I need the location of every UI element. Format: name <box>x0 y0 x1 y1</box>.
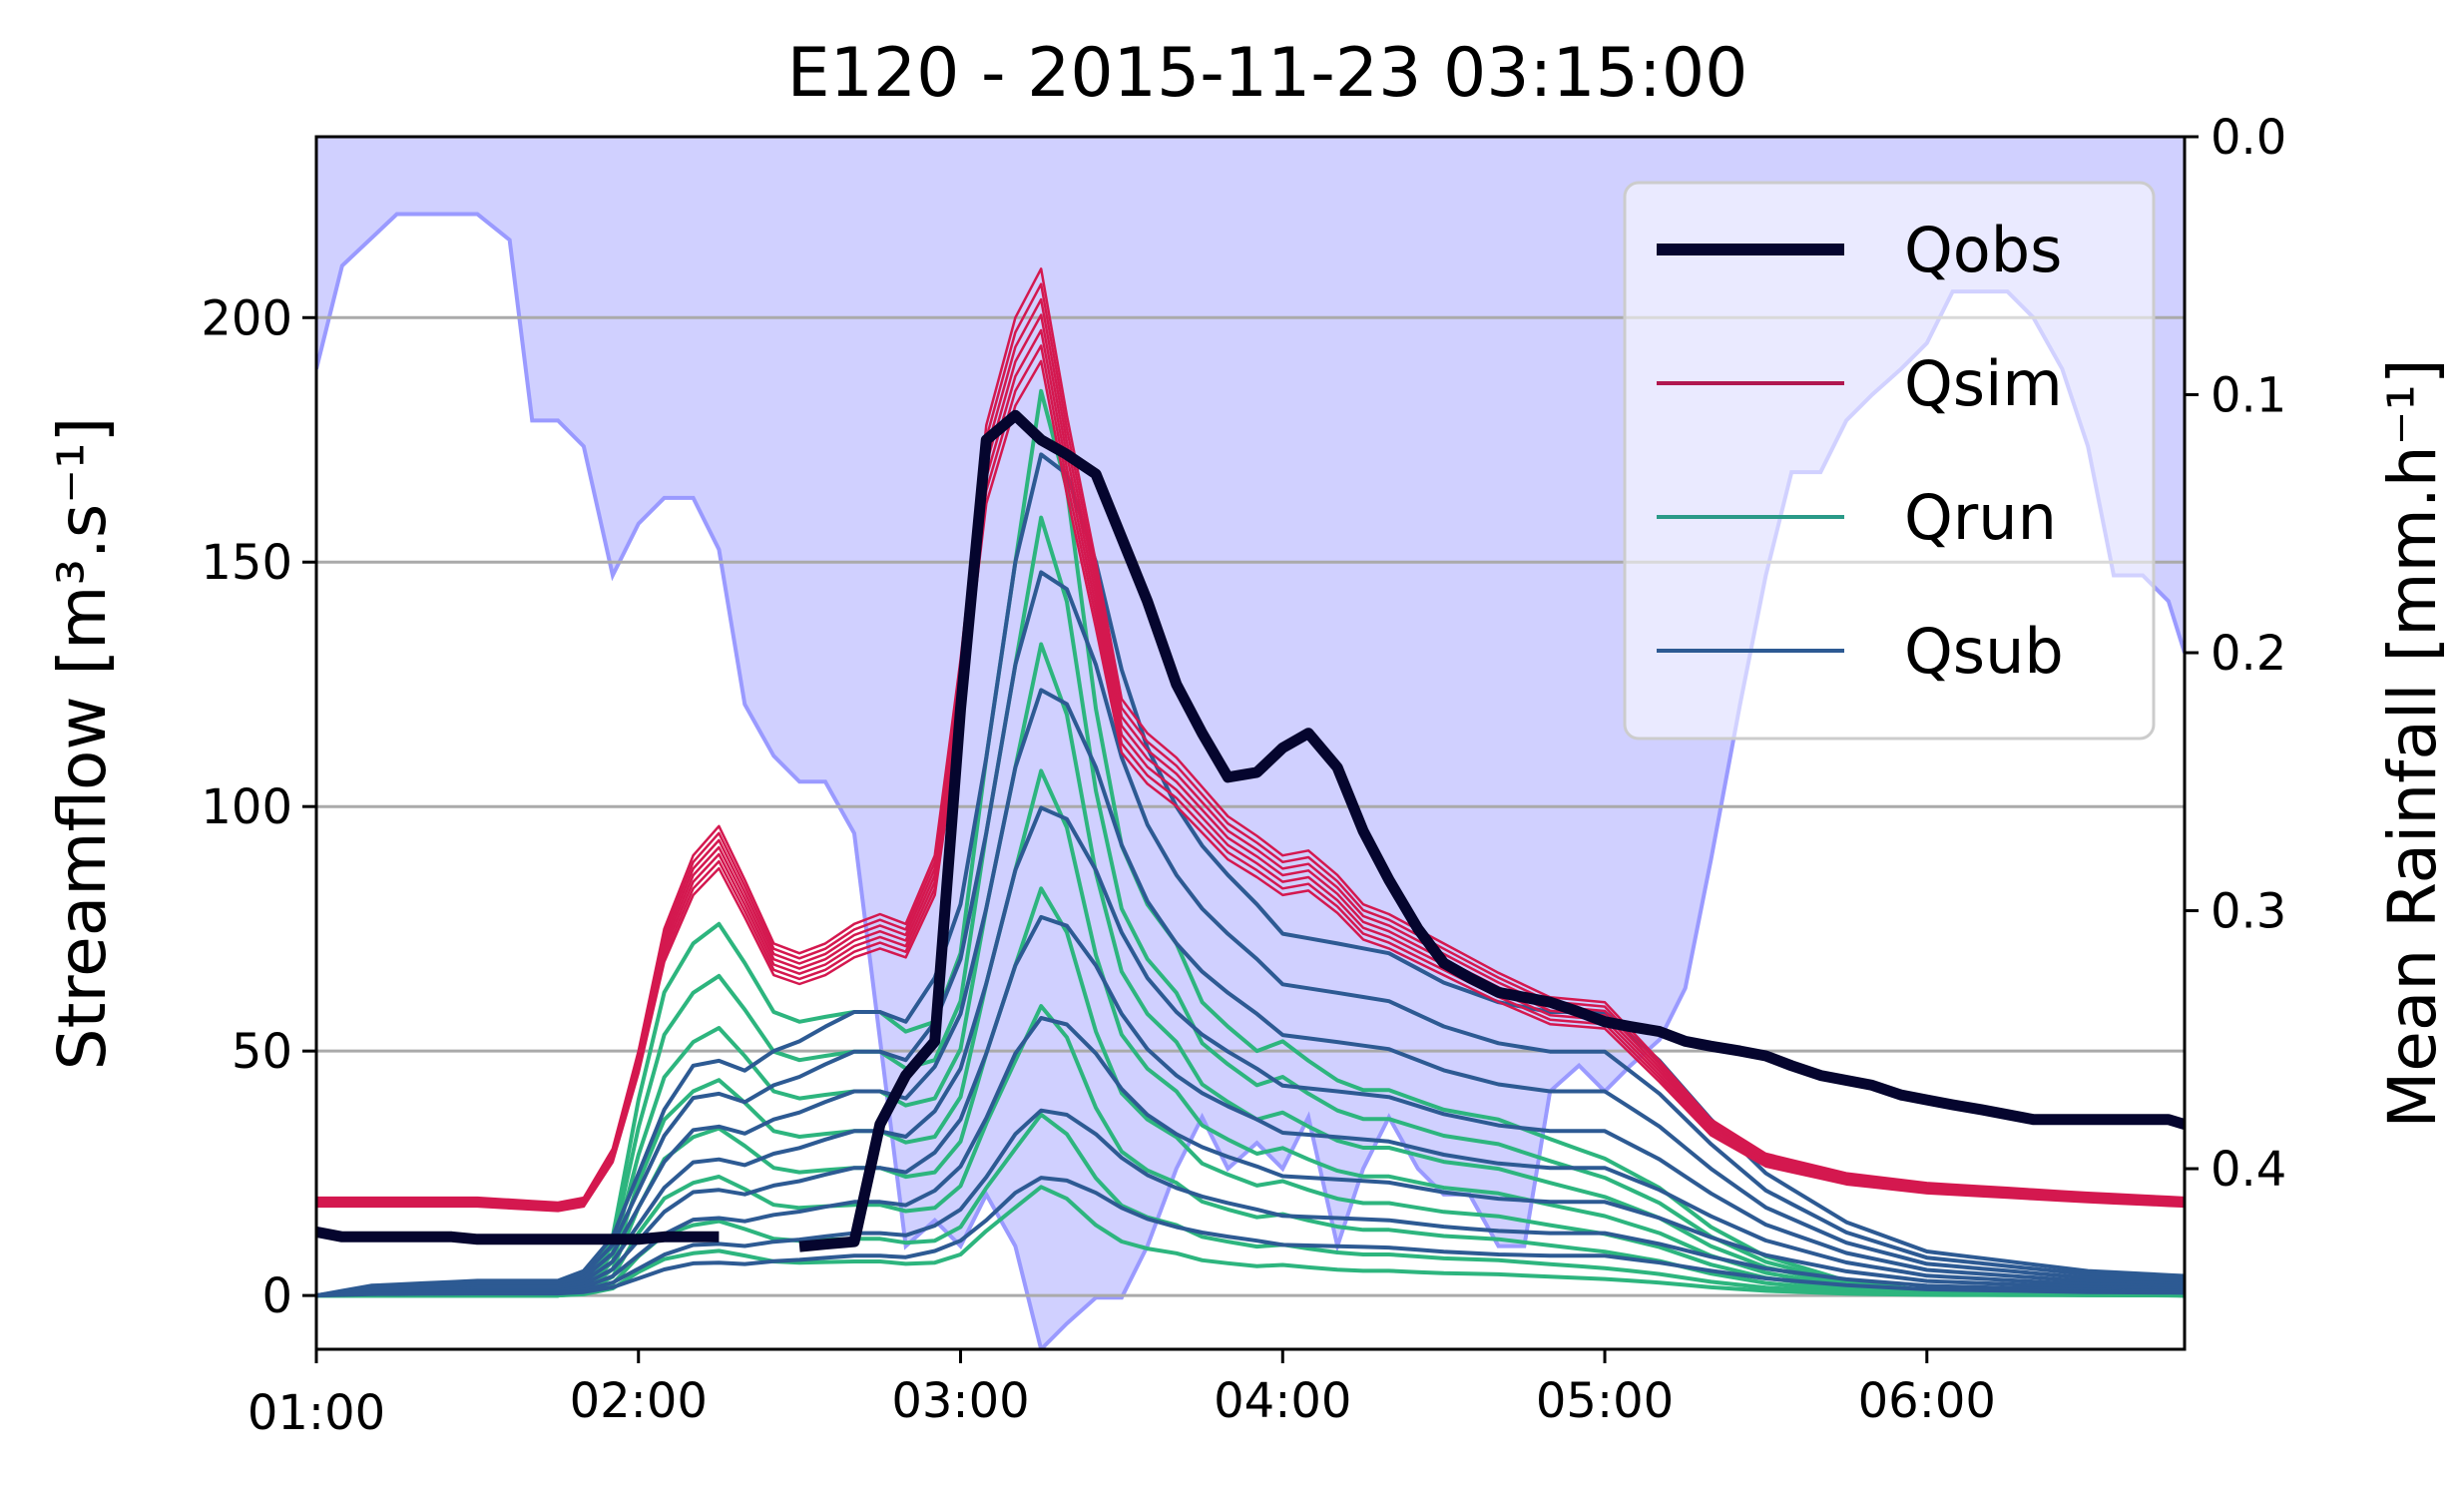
y-tick-label-3: 100 <box>201 779 292 835</box>
legend-label-qsim: Qsim <box>1904 347 2063 420</box>
legend-label-qobs: Qobs <box>1904 214 2062 286</box>
qsub-line-5 <box>316 914 2185 1298</box>
x-tick-label-2: 02:00 <box>570 1373 708 1429</box>
qsub-line-2 <box>316 570 2185 1298</box>
legend-label-qsub: Qsub <box>1904 615 2064 688</box>
grid-layer <box>316 315 2185 1297</box>
y2-axis-label: Mean Rainfall [mm.h⁻¹] <box>2374 358 2451 1128</box>
qobs-line <box>316 409 2185 1252</box>
qsub-line-7 <box>316 1108 2185 1298</box>
y-tick-label-2: 50 <box>232 1024 292 1080</box>
qsub-line-1 <box>316 452 2185 1298</box>
plot-frame <box>314 135 2187 1351</box>
x-axis: 01:00 02:00 03:00 04:00 05:00 06:00 <box>247 1349 1996 1441</box>
observed-line-layer <box>316 409 2185 1252</box>
y-axis-left: 0 50 100 150 200 <box>201 290 316 1324</box>
ensemble-lines-layer <box>316 267 2185 1298</box>
y-tick-label-5: 200 <box>201 290 292 346</box>
y-tick-label-1: 0 <box>261 1268 292 1324</box>
x-tick-label-5: 05:00 <box>1536 1373 1674 1429</box>
x-tick-label-4: 04:00 <box>1214 1373 1351 1429</box>
y2-tick-label-5: 0.4 <box>2211 1142 2286 1198</box>
legend: Qobs Qsim Qrun Qsub <box>1623 181 2156 741</box>
y2-tick-label-2: 0.1 <box>2211 368 2286 424</box>
qsim-line-7 <box>316 359 2185 1213</box>
qrun-line-8 <box>316 1185 2185 1298</box>
y2-tick-label-4: 0.3 <box>2211 884 2286 940</box>
x-tick-label-1: 01:00 <box>247 1385 385 1441</box>
y-axis-right: 0.0 0.1 0.2 0.3 0.4 <box>2185 110 2286 1198</box>
y2-tick-label-3: 0.2 <box>2211 626 2286 682</box>
x-tick-label-6: 06:00 <box>1858 1373 1996 1429</box>
qsub-line-8 <box>316 1176 2185 1298</box>
chart-title: E120 - 2015-11-23 03:15:00 <box>787 34 1748 113</box>
legend-box <box>1623 181 2156 741</box>
x-tick-label-3: 03:00 <box>891 1373 1029 1429</box>
legend-label-qrun: Qrun <box>1904 481 2057 554</box>
y-tick-label-4: 150 <box>201 535 292 591</box>
qsub-line-3 <box>316 688 2185 1298</box>
y2-tick-label-1: 0.0 <box>2211 110 2286 166</box>
y-axis-label: Streamflow [m³.s⁻¹] <box>44 417 121 1071</box>
qsub-line-6 <box>316 1016 2185 1298</box>
